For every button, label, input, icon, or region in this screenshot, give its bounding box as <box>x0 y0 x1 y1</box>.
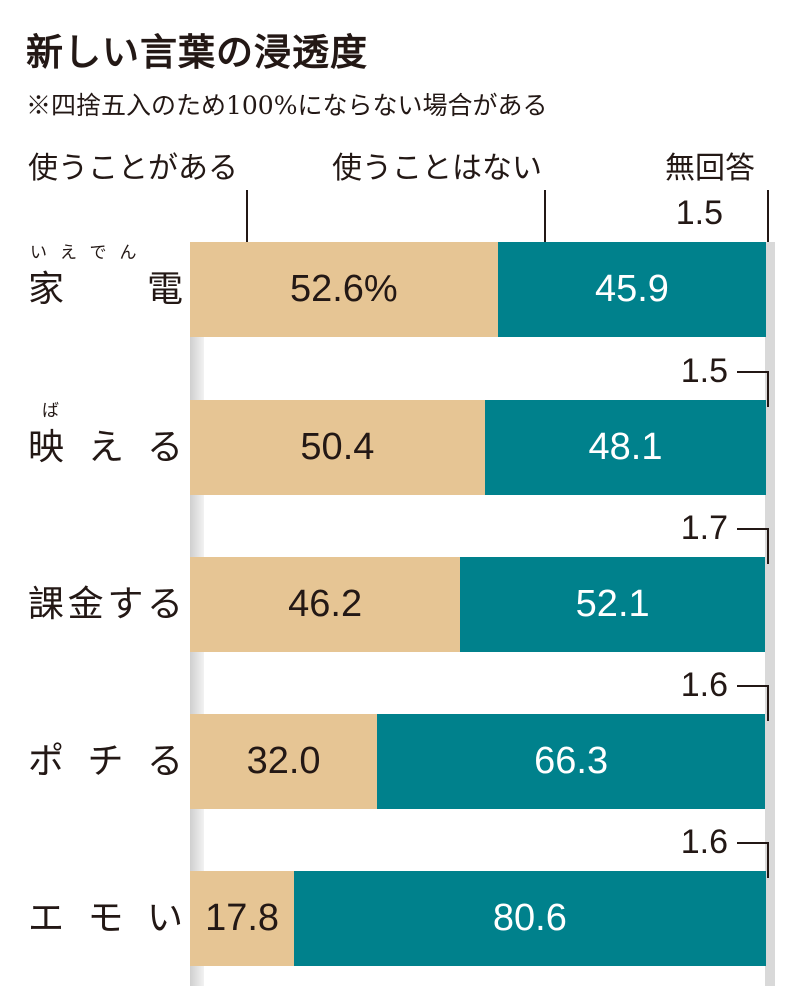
legend-use-leader <box>246 190 248 246</box>
bar-use: 50.4 <box>190 400 485 495</box>
bar-use-label: 52.6% <box>289 268 398 310</box>
no-answer-label: 1.5 <box>675 194 723 232</box>
bar-not-use-label: 48.1 <box>588 426 663 468</box>
bar-not-use-label: 52.1 <box>575 583 650 625</box>
no-answer-label: 1.6 <box>680 823 728 861</box>
legend-use: 使うことがある <box>28 151 238 186</box>
legend-no-answer-leader <box>767 190 769 246</box>
bar-use: 17.8 <box>190 871 295 966</box>
bar-not-use: 45.9 <box>497 242 767 337</box>
bar-use-label: 46.2 <box>288 583 363 625</box>
legend-no-answer: 無回答 <box>665 151 755 186</box>
no-answer-bracket-h <box>737 528 769 530</box>
bar-no-answer <box>766 400 775 495</box>
bar-no-answer <box>766 242 775 337</box>
row-label: 映える <box>28 426 183 468</box>
no-answer-bracket-h <box>737 685 769 687</box>
bar-not-use: 80.6 <box>294 871 766 966</box>
no-answer-label: 1.7 <box>680 509 728 547</box>
no-answer-bracket-v <box>767 371 769 407</box>
row-label: 課金する <box>28 583 183 625</box>
bar-no-answer <box>765 557 775 652</box>
bar-not-use-label: 45.9 <box>594 268 669 310</box>
bar-not-use-label: 66.3 <box>534 740 609 782</box>
bar-not-use: 48.1 <box>484 400 767 495</box>
row-label: 家電 <box>28 268 183 310</box>
no-answer-label: 1.5 <box>680 352 728 390</box>
row-label-ruby: いえでん <box>30 243 150 263</box>
bar-use-label: 50.4 <box>300 426 375 468</box>
bar-use: 46.2 <box>190 557 461 652</box>
bar-use-label: 17.8 <box>205 897 280 939</box>
no-answer-bracket-v <box>767 528 769 564</box>
bar-use: 52.6% <box>190 242 498 337</box>
bar-not-use: 66.3 <box>377 714 766 809</box>
bar-use: 32.0 <box>190 714 378 809</box>
row-label: ポチる <box>28 740 183 782</box>
no-answer-bracket-h <box>737 371 769 373</box>
legend-not-use-leader <box>544 190 546 246</box>
no-answer-bracket-h <box>737 842 769 844</box>
bar-not-use-label: 80.6 <box>492 897 567 939</box>
bar-use-label: 32.0 <box>246 740 321 782</box>
chart-title: 新しい言葉の浸透度 <box>26 31 368 74</box>
no-answer-label: 1.6 <box>680 666 728 704</box>
bar-no-answer <box>765 871 775 966</box>
row-label: エモい <box>28 897 183 939</box>
bar-no-answer <box>765 714 775 809</box>
row-label-ruby: ば <box>42 401 59 421</box>
no-answer-bracket-v <box>767 842 769 878</box>
no-answer-bracket-v <box>767 685 769 721</box>
bar-not-use: 52.1 <box>460 557 766 652</box>
chart-subtitle: ※四捨五入のため100%にならない場合がある <box>26 91 548 120</box>
legend-not-use: 使うことはない <box>332 151 542 186</box>
